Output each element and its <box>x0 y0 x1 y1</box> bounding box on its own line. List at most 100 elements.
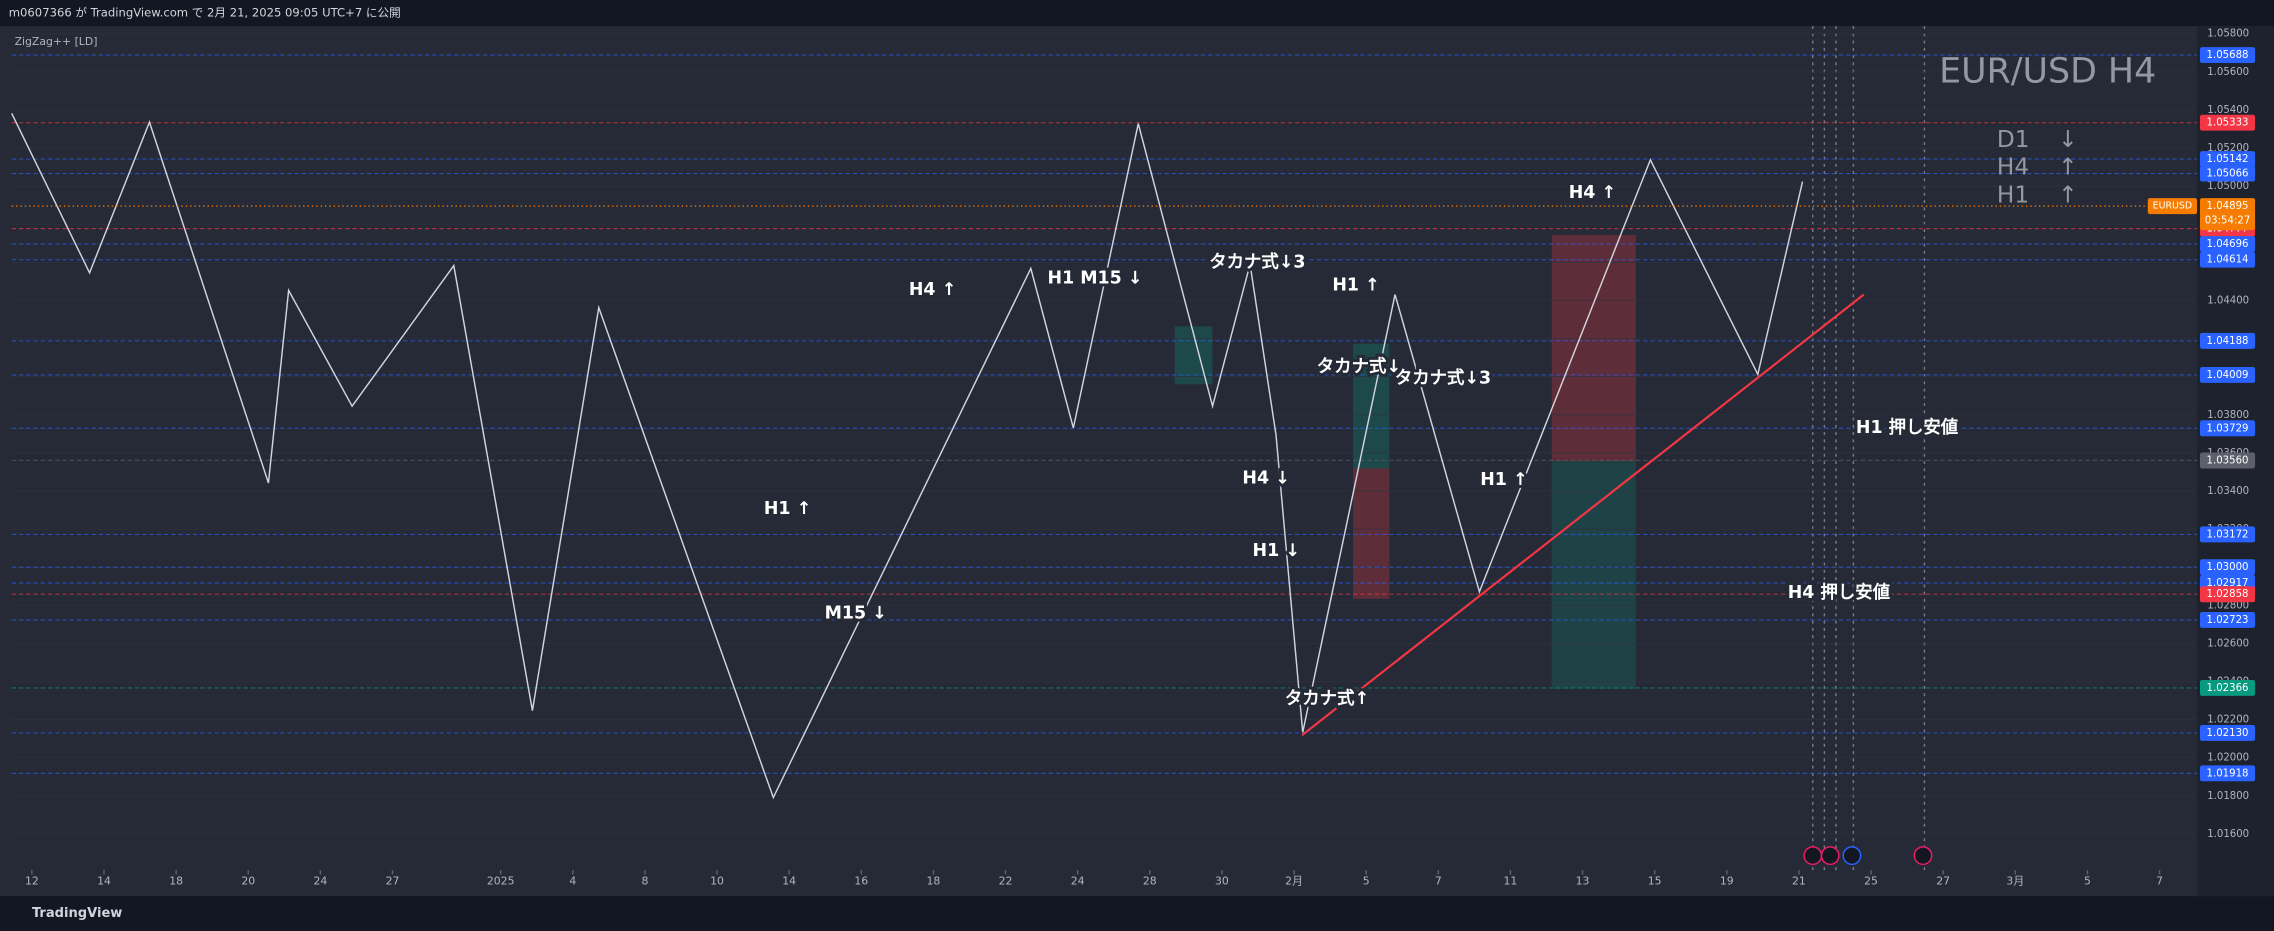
annotation: タカナ式↑ <box>1285 688 1369 709</box>
x-tick-label: 16 <box>854 875 868 888</box>
annotation: H4 押し安値 <box>1788 582 1891 603</box>
event-icon[interactable] <box>1820 846 1840 866</box>
price-label: 1.04614 <box>2207 255 2249 266</box>
annotation: H1 ↓ <box>1253 541 1300 561</box>
x-tick-label: 2025 <box>487 875 515 888</box>
y-tick-label: 1.02000 <box>2207 753 2249 764</box>
y-tick-label: 1.05800 <box>2207 29 2249 40</box>
x-tick-label: 5 <box>1363 875 1370 888</box>
x-tick-label: 24 <box>1071 875 1085 888</box>
x-tick-label: 22 <box>999 875 1013 888</box>
price-label: 1.01918 <box>2207 768 2249 779</box>
x-tick-label: 18 <box>927 875 941 888</box>
countdown: 03:54:27 <box>2205 216 2251 227</box>
price-label: 1.05688 <box>2207 50 2249 61</box>
x-tick-label: 14 <box>782 875 796 888</box>
price-label-box <box>2199 452 2256 469</box>
price-label: 1.02130 <box>2207 728 2249 739</box>
price-label: 1.03000 <box>2207 562 2249 573</box>
y-tick-label: 1.05400 <box>2207 105 2249 116</box>
price-label-box <box>2199 559 2256 576</box>
annotation: タカナ式↓3 <box>1395 367 1491 388</box>
y-tick-label: 1.01800 <box>2207 791 2249 802</box>
x-tick-label: 27 <box>1936 875 1950 888</box>
y-tick-label: 1.02800 <box>2207 600 2249 611</box>
annotation: M15 ↓ <box>825 603 887 623</box>
price-label: 1.05333 <box>2207 118 2249 129</box>
price-label: 1.04696 <box>2207 239 2249 250</box>
annotation: H1 M15 ↓ <box>1048 268 1143 288</box>
event-icon[interactable] <box>1803 846 1823 866</box>
price-label-box <box>2199 679 2256 696</box>
header: m0607366 が TradingView.com で 2月 21, 2025… <box>9 6 401 20</box>
price-label: 1.02366 <box>2207 683 2249 694</box>
annotation: H1 ↑ <box>1480 470 1527 490</box>
x-tick-label: 11 <box>1504 875 1518 888</box>
current-price: 1.04895 <box>2207 201 2249 212</box>
y-tick-label: 1.01600 <box>2207 829 2249 840</box>
annotation: H4 ↑ <box>1569 183 1616 203</box>
price-label: 1.04009 <box>2207 370 2249 381</box>
x-tick-label: 2月 <box>1285 875 1303 888</box>
price-label-box <box>2199 332 2256 349</box>
bias-timeframe: H1 <box>1997 181 2029 208</box>
bias-timeframe: H4 <box>1997 154 2029 181</box>
chart-title: EUR/USD H4 <box>1939 52 2156 92</box>
event-icon[interactable] <box>1842 846 1862 866</box>
x-tick-label: 24 <box>313 875 327 888</box>
x-tick-label: 27 <box>386 875 400 888</box>
y-tick-label: 1.02600 <box>2207 638 2249 649</box>
x-tick-label: 7 <box>1435 875 1442 888</box>
x-tick-label: 7 <box>2156 875 2163 888</box>
price-label-box <box>2199 151 2256 168</box>
price-label-box <box>2199 366 2256 383</box>
x-tick-label: 15 <box>1648 875 1662 888</box>
price-label: 1.02723 <box>2207 615 2249 626</box>
trend-line <box>1301 293 1865 737</box>
y-tick-label: 1.05200 <box>2207 143 2249 154</box>
price-label-box <box>2199 765 2256 782</box>
y-tick-label: 1.04400 <box>2207 295 2249 306</box>
price-label-box <box>2199 526 2256 543</box>
y-tick-label: 1.03800 <box>2207 410 2249 421</box>
x-tick-label: 21 <box>1792 875 1806 888</box>
price-label: 1.02917 <box>2207 578 2249 589</box>
price-label-box <box>2199 586 2256 603</box>
price-label: 1.05142 <box>2207 154 2249 165</box>
symbol-box <box>2147 198 2198 215</box>
price-label-box <box>2199 114 2256 131</box>
event-icon[interactable] <box>1913 846 1933 866</box>
price-label: 1.03729 <box>2207 423 2249 434</box>
short-zone <box>1353 468 1390 599</box>
current-price-box <box>2199 198 2256 231</box>
footer-brand: TradingView <box>32 906 122 921</box>
x-tick-label: 18 <box>169 875 183 888</box>
x-tick-label: 10 <box>710 875 724 888</box>
price-label: 1.04188 <box>2207 336 2249 347</box>
y-tick-label: 1.03400 <box>2207 486 2249 497</box>
annotation: タカナ式↓3 <box>1209 251 1305 272</box>
bias-arrow: ↑ <box>2058 154 2077 181</box>
x-tick-label: 20 <box>241 875 255 888</box>
long-zone <box>1551 461 1636 689</box>
indicator-name: ZigZag++ [LD] <box>15 35 98 48</box>
x-tick-label: 5 <box>2084 875 2091 888</box>
y-tick-label: 1.05000 <box>2207 181 2249 192</box>
price-label-box <box>2199 420 2256 437</box>
x-tick-label: 25 <box>1864 875 1878 888</box>
bias-arrow: ↓ <box>2058 126 2077 153</box>
annotation: H1 押し安値 <box>1856 417 1959 438</box>
x-tick-label: 8 <box>641 875 648 888</box>
price-label-box <box>2199 236 2256 253</box>
x-tick-label: 12 <box>25 875 39 888</box>
price-label-box <box>2199 47 2256 64</box>
annotation: H4 ↓ <box>1242 469 1289 489</box>
bias-timeframe: D1 <box>1997 126 2030 153</box>
bias-arrow: ↑ <box>2058 181 2077 208</box>
price-label: 1.03172 <box>2207 529 2249 540</box>
x-tick-label: 3月 <box>2006 875 2024 888</box>
short-zone <box>1551 234 1636 462</box>
price-label-box <box>2199 611 2256 628</box>
